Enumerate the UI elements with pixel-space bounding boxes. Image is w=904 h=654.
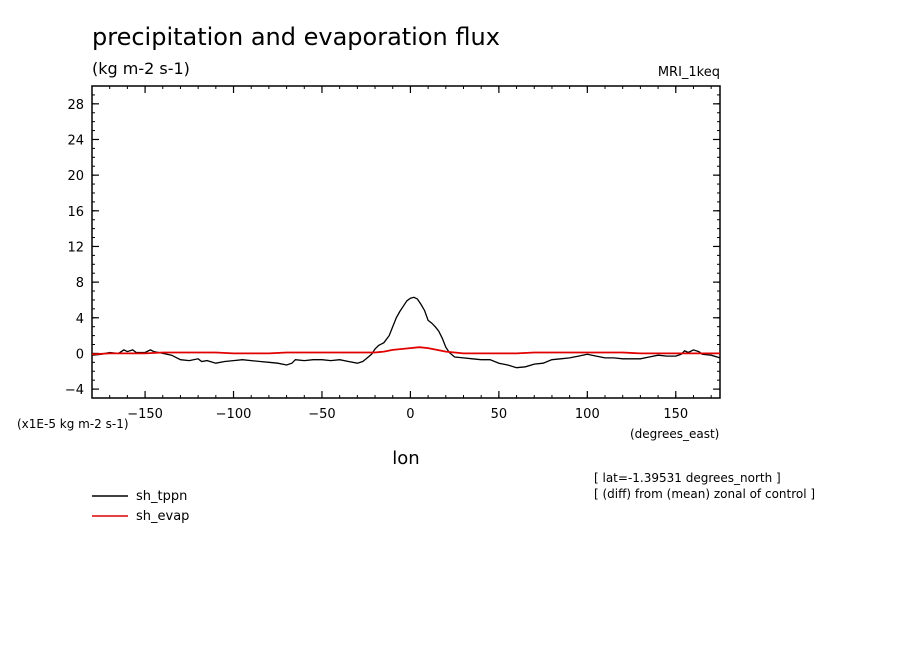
y-tick-label: 16: [67, 205, 84, 220]
y-tick-label: 4: [76, 312, 84, 327]
series-line-sh-evap: [91, 346, 720, 356]
note-latitude: [ lat=-1.39531 degrees_north ]: [594, 471, 781, 485]
plot-frame: [91, 85, 721, 399]
chart-subtitle: (kg m-2 s-1): [92, 59, 190, 78]
y-tick-label: 8: [76, 276, 84, 291]
legend-label-sh-tppn: sh_tppn: [136, 489, 187, 504]
y-tick-label: 24: [67, 133, 84, 148]
x-tick-label: 100: [575, 407, 600, 422]
x-units-label: (degrees_east): [630, 427, 719, 441]
x-tick-label: −50: [308, 407, 335, 422]
y-tick-label: 28: [67, 98, 84, 113]
x-tick-label: −100: [216, 407, 252, 422]
y-tick-label: −4: [65, 383, 84, 398]
x-axis-label: lon: [392, 448, 419, 469]
y-units-label: (x1E-5 kg m-2 s-1): [17, 417, 129, 431]
plot-area: −150 −100 −50 0 50 100 150 −4 0 4 8 12 16 20 24 28: [65, 85, 721, 422]
chart-title: precipitation and evaporation flux: [92, 23, 500, 51]
y-tick-label: 20: [67, 169, 84, 184]
x-tick-label: 150: [663, 407, 688, 422]
note-diff: [ (diff) from (mean) zonal of control ]: [594, 487, 815, 501]
legend: sh_tppn sh_evap: [92, 489, 189, 524]
x-tick-label: −150: [127, 407, 163, 422]
y-tick-label: 0: [76, 347, 84, 362]
x-tick-label: 0: [406, 407, 414, 422]
x-tick-label: 50: [491, 407, 508, 422]
dataset-label: MRI_1keq: [658, 65, 720, 80]
y-tick-label: 12: [67, 240, 84, 255]
legend-label-sh-evap: sh_evap: [136, 509, 189, 524]
series-line-sh-tppn: [91, 296, 721, 369]
